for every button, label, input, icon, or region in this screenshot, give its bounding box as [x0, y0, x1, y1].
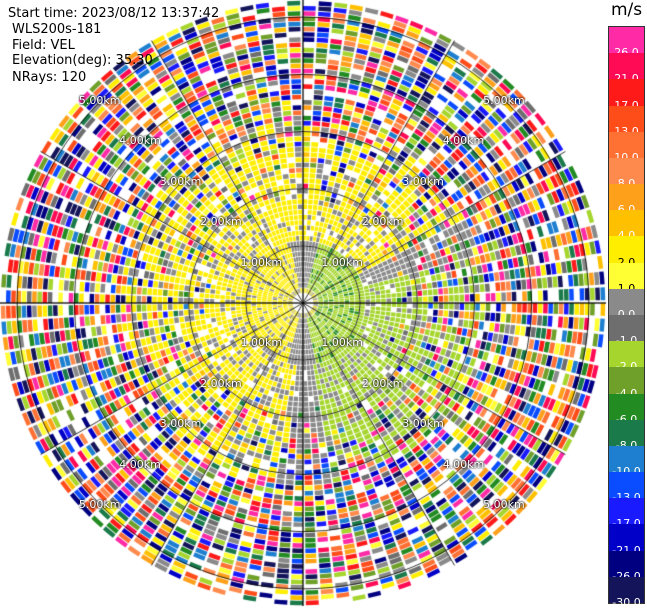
- start-time-label: Start time: 2023/08/12 13:37:42: [8, 6, 220, 21]
- range-ring-label: 4.00km: [442, 457, 485, 471]
- colorbar-swatch: [609, 393, 644, 421]
- colorbar-swatch: [609, 445, 644, 473]
- range-ring-label: 2.00km: [200, 215, 242, 229]
- range-ring-label: 1.00km: [321, 255, 363, 269]
- colorbar-swatch: [609, 184, 644, 211]
- colorbar-swatch: [609, 262, 644, 290]
- colorbar-unit: m/s: [611, 0, 643, 20]
- nrays-label: NRays: 120: [12, 70, 87, 85]
- range-ring-label: 3.00km: [159, 174, 202, 188]
- colorbar-swatch: [609, 550, 644, 578]
- colorbar-swatch: [609, 27, 644, 54]
- colorbar-swatch: [609, 53, 644, 80]
- range-ring-label: 3.00km: [159, 417, 202, 431]
- colorbar-swatch: [609, 157, 644, 185]
- colorbar-swatch: [609, 524, 644, 552]
- colorbar-swatch: [609, 498, 644, 525]
- range-ring-label: 2.00km: [361, 376, 404, 390]
- range-ring-label: 4.00km: [442, 134, 485, 148]
- range-ring-label: 1.00km: [321, 336, 363, 350]
- field-label: Field: VEL: [12, 38, 75, 53]
- range-ring-label: 3.00km: [402, 174, 444, 188]
- range-ring-label: 2.00km: [200, 376, 242, 390]
- colorbar-swatch: [609, 236, 644, 264]
- colorbar-swatch: [609, 576, 644, 604]
- elevation-label: Elevation(deg): 35.30: [12, 53, 153, 68]
- range-ring-label: 2.00km: [361, 215, 404, 229]
- colorbar-swatch: [609, 210, 644, 237]
- colorbar: 26.021.017.013.010.08.06.04.02.01.00.0-1…: [608, 26, 645, 609]
- colorbar-tick-label: -30.0: [612, 596, 641, 609]
- range-ring-label: 1.00km: [240, 336, 283, 350]
- range-ring-label: 5.00km: [78, 93, 121, 107]
- colorbar-swatch: [609, 341, 644, 368]
- range-ring-label: 3.00km: [402, 417, 444, 431]
- colorbar-swatch: [609, 315, 644, 342]
- colorbar-swatch: [609, 472, 644, 499]
- colorbar-swatch: [609, 79, 644, 107]
- colorbar-swatch: [609, 105, 644, 133]
- range-ring-label: 1.00km: [240, 255, 283, 269]
- range-ring-label: 4.00km: [119, 134, 161, 148]
- range-ring-label: 5.00km: [483, 93, 525, 107]
- colorbar-swatch: [609, 367, 644, 395]
- range-ring-label: 5.00km: [78, 498, 121, 512]
- range-ring-label: 5.00km: [483, 498, 525, 512]
- colorbar-swatch: [609, 288, 644, 316]
- colorbar-swatch: [609, 131, 644, 159]
- colorbar-swatch: [609, 419, 644, 447]
- range-ring-label: 4.00km: [119, 457, 161, 471]
- instrument-label: WLS200s-181: [12, 22, 102, 37]
